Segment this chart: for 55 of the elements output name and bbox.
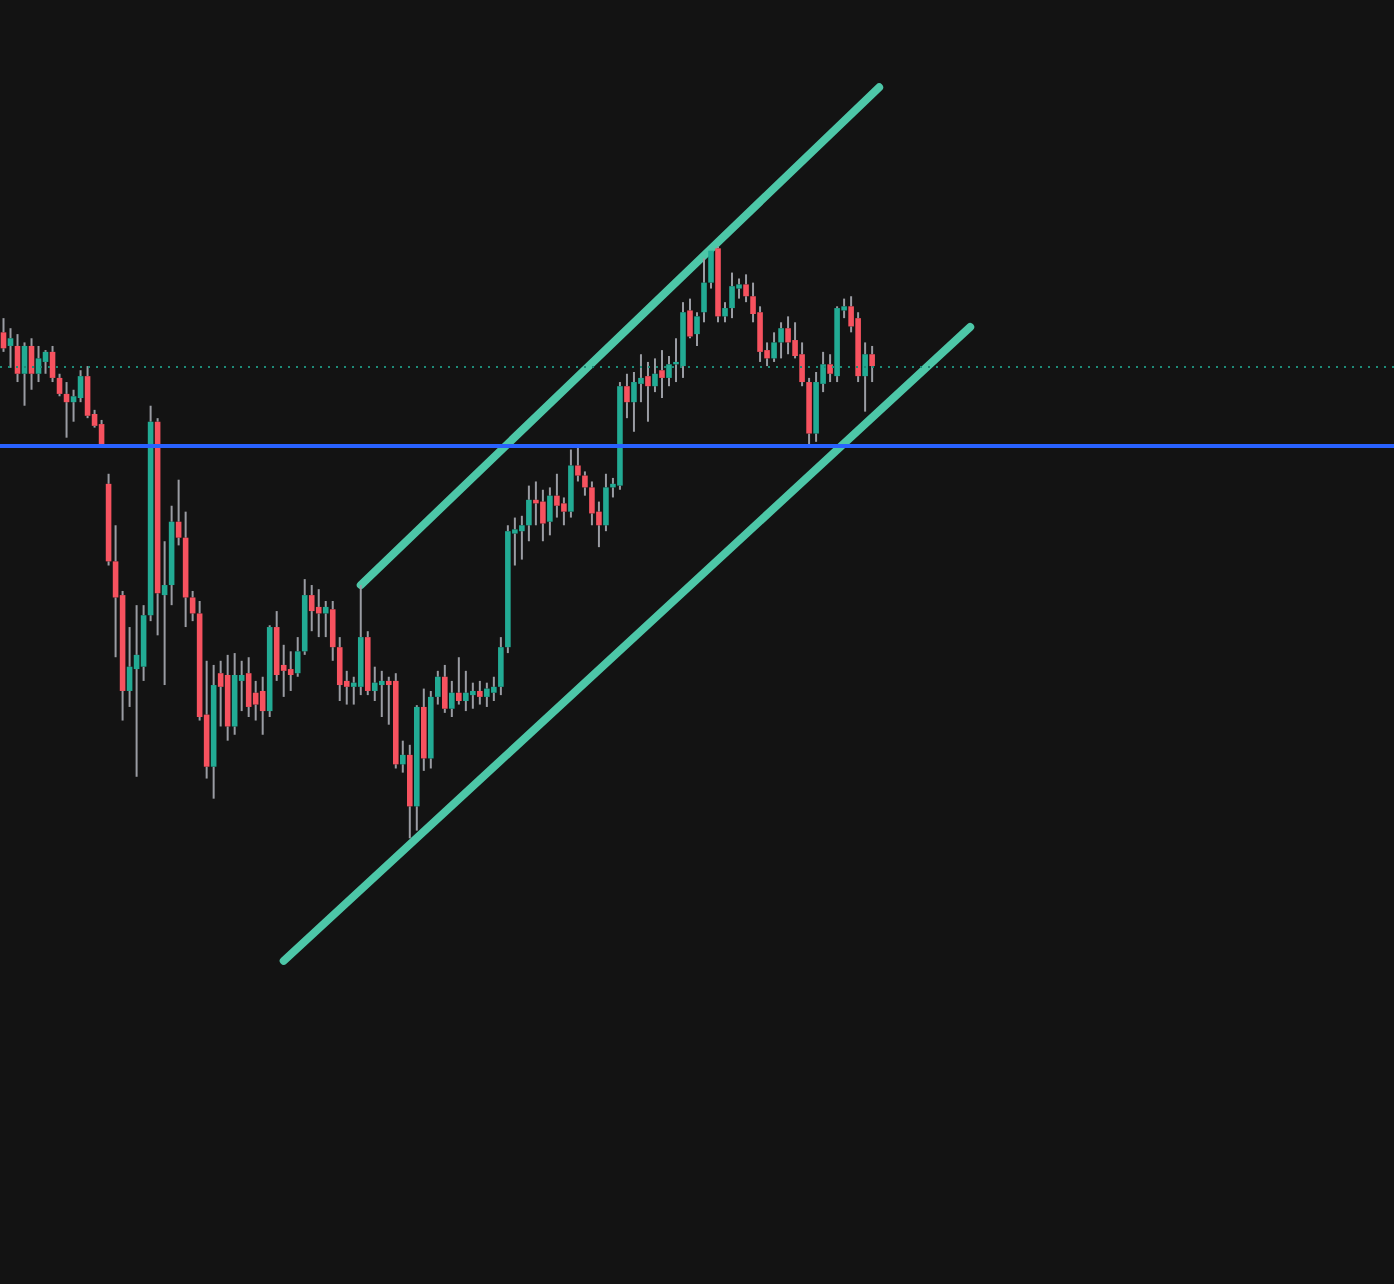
candlestick [680, 301, 686, 379]
candlestick [869, 344, 875, 384]
candlestick [406, 743, 413, 840]
candlestick [287, 650, 294, 692]
candlestick [533, 480, 539, 527]
candlestick [827, 353, 833, 384]
candlestick [463, 669, 469, 713]
candlestick [624, 372, 630, 420]
candlestick [252, 679, 259, 722]
candlestick [659, 349, 665, 400]
candlestick [526, 484, 532, 543]
candlestick [603, 472, 609, 533]
candlestick [547, 486, 553, 537]
candlestick [477, 679, 483, 706]
candlestick [456, 656, 462, 706]
candlestick [729, 271, 735, 320]
candlestick [645, 360, 651, 423]
candlestick [322, 600, 329, 639]
candlestick [357, 584, 364, 697]
candlestick [540, 488, 546, 543]
candlestick [399, 739, 406, 774]
candlestick [589, 480, 595, 527]
candlestick [217, 659, 224, 728]
candlestick [554, 472, 560, 519]
candlestick [442, 663, 448, 714]
candlestick [736, 277, 742, 300]
candlestick [652, 357, 658, 394]
candlestick [414, 704, 420, 832]
candlestick [687, 297, 693, 340]
candlestick [392, 672, 399, 770]
candlestick [561, 496, 567, 527]
candlestick [666, 355, 672, 388]
candlestick [245, 656, 252, 718]
candlestick [210, 663, 217, 800]
candlestick [638, 353, 644, 404]
candlestick [364, 630, 371, 697]
candlestick [308, 584, 315, 633]
candlestick [315, 588, 322, 639]
candlestick [785, 315, 791, 356]
candlestick [35, 344, 42, 384]
candlestick [617, 381, 623, 491]
candlestick [421, 687, 427, 772]
candlestick [862, 341, 868, 413]
candlestick [813, 370, 819, 443]
candlestick [694, 311, 700, 347]
candlestick [631, 370, 637, 433]
candlestick [771, 331, 777, 363]
candlestick [778, 321, 784, 360]
candlestick [484, 681, 490, 708]
candlestick [568, 448, 574, 519]
candlestick [855, 311, 861, 384]
candlestick [834, 305, 840, 384]
candlestick [378, 669, 385, 718]
candlestick [7, 327, 14, 369]
candlestick [449, 679, 455, 718]
